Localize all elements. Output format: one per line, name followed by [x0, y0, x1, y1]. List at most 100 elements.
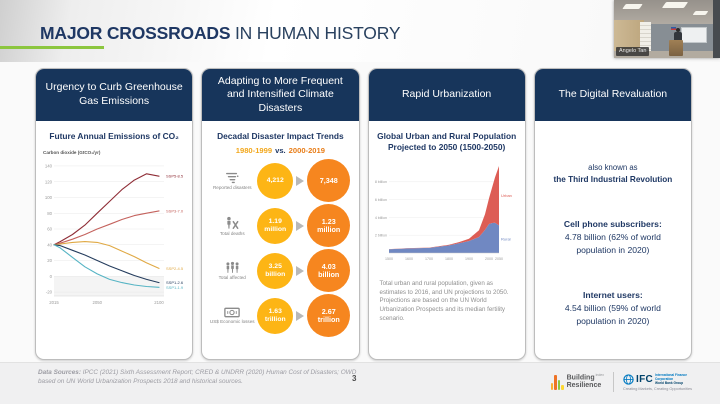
whiteboard: [681, 27, 707, 43]
card-digital-header: The Digital Revaluation: [534, 69, 691, 121]
svg-text:20: 20: [47, 258, 52, 263]
population-chart-title: Global Urban and Rural Population Projec…: [377, 131, 517, 152]
stat-before-badge: 1.19 million: [257, 207, 294, 244]
svg-text:SSP1-2.6: SSP1-2.6: [166, 280, 184, 285]
ifc-tagline: Creating Markets, Creating Opportunities: [622, 386, 692, 391]
footer-strip: [0, 362, 720, 404]
svg-text:SSP5-8.5: SSP5-8.5: [166, 174, 184, 179]
ifc-acronym: IFC: [635, 373, 653, 385]
arrow-right-icon: [296, 175, 305, 186]
card-disasters-header: Adapting to More Frequent and Intensifie…: [202, 69, 359, 121]
logo-divider: [612, 372, 614, 392]
page-title: MAJOR CROSSROADS IN HUMAN HISTORY: [40, 23, 401, 44]
svg-text:60: 60: [47, 227, 52, 232]
card-digital-body: also known as the Third Industrial Revol…: [535, 121, 691, 359]
aka-bold-line: the Third Industrial Revolution: [553, 174, 673, 184]
ifc-logo: IFC International Finance Corporation Wo…: [623, 373, 695, 391]
svg-text:SSP3-7.0: SSP3-7.0: [166, 208, 184, 213]
aka-prefix: also known as: [588, 163, 638, 172]
svg-text:-20: -20: [46, 290, 53, 295]
row-label: Total affected: [218, 275, 246, 281]
webcam-room-doorway: [713, 0, 720, 58]
row-label: Reported disasters: [212, 185, 252, 191]
bri-line1: Building: [566, 374, 595, 382]
aka-text: also known as the Third Industrial Revol…: [554, 162, 673, 186]
disaster-row-deaths: Total deaths 1.19 million 1.23 million: [207, 204, 353, 248]
svg-text:Rural: Rural: [501, 236, 511, 241]
card-emissions: Urgency to Curb Greenhouse Gas Emissions…: [35, 68, 194, 360]
stat-after-badge: 4.03 billion: [307, 249, 351, 293]
row-label-box: Total affected: [207, 261, 257, 281]
card-urbanization: Rapid Urbanization Global Urban and Rura…: [367, 68, 526, 360]
ifc-org-name: International Finance Corporation: [655, 373, 688, 382]
arrow-right-icon: [296, 220, 305, 231]
bri-line2: Resilience: [566, 382, 602, 390]
globe-icon: [623, 374, 634, 385]
svg-text:SSP2-4.5: SSP2-4.5: [166, 266, 184, 271]
ceiling-light: [622, 4, 643, 9]
card-columns: Urgency to Curb Greenhouse Gas Emissions…: [35, 68, 692, 360]
svg-text:1900: 1900: [465, 257, 473, 261]
svg-text:1700: 1700: [425, 257, 433, 261]
disaster-row-losses: US$ Economic losses 1.63 trillion 2.67 t…: [207, 294, 353, 338]
banknote-icon: [224, 307, 241, 318]
ceiling-light: [661, 2, 689, 8]
population-area-chart: 2 billion 4 billion 6 billion 8 billion 1500…: [374, 165, 512, 261]
bri-bars-icon: [550, 374, 564, 390]
internet-stat: Internet users: 4.54 billion (59% of wor…: [537, 289, 689, 328]
ifc-group-name: World Bank Group: [655, 381, 684, 386]
svg-text:1800: 1800: [445, 257, 453, 261]
svg-text:40: 40: [47, 242, 52, 247]
footer-logos: Buildingindex Resilience IFC Internation…: [550, 366, 695, 398]
row-label: Total deaths: [219, 230, 245, 236]
people-icon: [225, 261, 240, 274]
disaster-row-affected: Total affected 3.25 billion 4.03 billion: [207, 249, 353, 293]
internet-stat-label: Internet users:: [583, 290, 643, 301]
svg-text:6 billion: 6 billion: [374, 198, 386, 202]
wall-flag: [671, 27, 676, 30]
disaster-stat-rows: Reported disasters 4,212 7,348 Total dea…: [204, 159, 356, 339]
row-label-box: Reported disasters: [207, 171, 257, 191]
stat-before-badge: 3.25 billion: [257, 252, 294, 289]
svg-text:2015: 2015: [49, 300, 59, 305]
storm-icon: [225, 171, 239, 184]
emissions-chart-title: Future Annual Emissions of CO₂: [49, 131, 179, 141]
row-label-box: Total deaths: [207, 216, 257, 237]
svg-text:1500: 1500: [385, 257, 393, 261]
svg-text:Carbon dioxide (GtCO₂/yr): Carbon dioxide (GtCO₂/yr): [43, 150, 101, 155]
bri-logo-text: Buildingindex Resilience: [566, 373, 604, 390]
card-disasters: Adapting to More Frequent and Intensifie…: [201, 68, 360, 360]
participant-name-label: Angelo Tan: [616, 47, 650, 56]
emissions-line-chart: Carbon dioxide (GtCO₂/yr) -20 0 20 40 60 80 100…: [43, 150, 184, 305]
card-urbanization-header: Rapid Urbanization: [368, 69, 525, 121]
card-emissions-header: Urgency to Curb Greenhouse Gas Emissions: [36, 69, 193, 121]
webcam-video-tile[interactable]: Angelo Tan: [614, 0, 720, 58]
svg-text:8 billion: 8 billion: [374, 180, 386, 184]
svg-text:4 billion: 4 billion: [374, 216, 386, 220]
deaths-icon: [225, 216, 239, 230]
podium: [669, 40, 683, 56]
period-after-label: 2000-2019: [288, 145, 325, 155]
arrow-right-icon: [296, 265, 305, 276]
bri-superscript: index: [595, 373, 604, 378]
data-sources-label: Data Sources:: [38, 369, 81, 376]
svg-text:80: 80: [47, 211, 52, 216]
svg-text:2000: 2000: [485, 257, 493, 261]
cellphone-stat-label: Cell phone subscribers:: [563, 218, 662, 229]
building-resilience-logo: Buildingindex Resilience: [550, 373, 604, 390]
card-emissions-body: Future Annual Emissions of CO₂ Carbon di…: [36, 121, 192, 359]
svg-text:120: 120: [45, 179, 53, 184]
svg-text:0: 0: [50, 274, 53, 279]
stat-before-badge: 1.63 trillion: [257, 297, 294, 334]
card-urbanization-body: Global Urban and Rural Population Projec…: [369, 121, 525, 359]
svg-text:Urban: Urban: [501, 193, 512, 198]
svg-text:SSP1-1.9: SSP1-1.9: [166, 285, 184, 290]
stat-before-badge: 4,212: [257, 162, 294, 199]
stat-after-badge: 1.23 million: [307, 204, 351, 248]
row-label: US$ Economic losses: [209, 319, 255, 325]
internet-stat-value: 4.54 billion (59% of world population in…: [564, 302, 661, 326]
card-disasters-body: Decadal Disaster Impact Trends 1980-1999…: [202, 121, 358, 359]
vs-label: vs.: [275, 145, 286, 155]
speaker-silhouette: [674, 28, 682, 44]
data-sources-text: IPCC (2021) Sixth Assessment Report; CRE…: [38, 369, 357, 386]
